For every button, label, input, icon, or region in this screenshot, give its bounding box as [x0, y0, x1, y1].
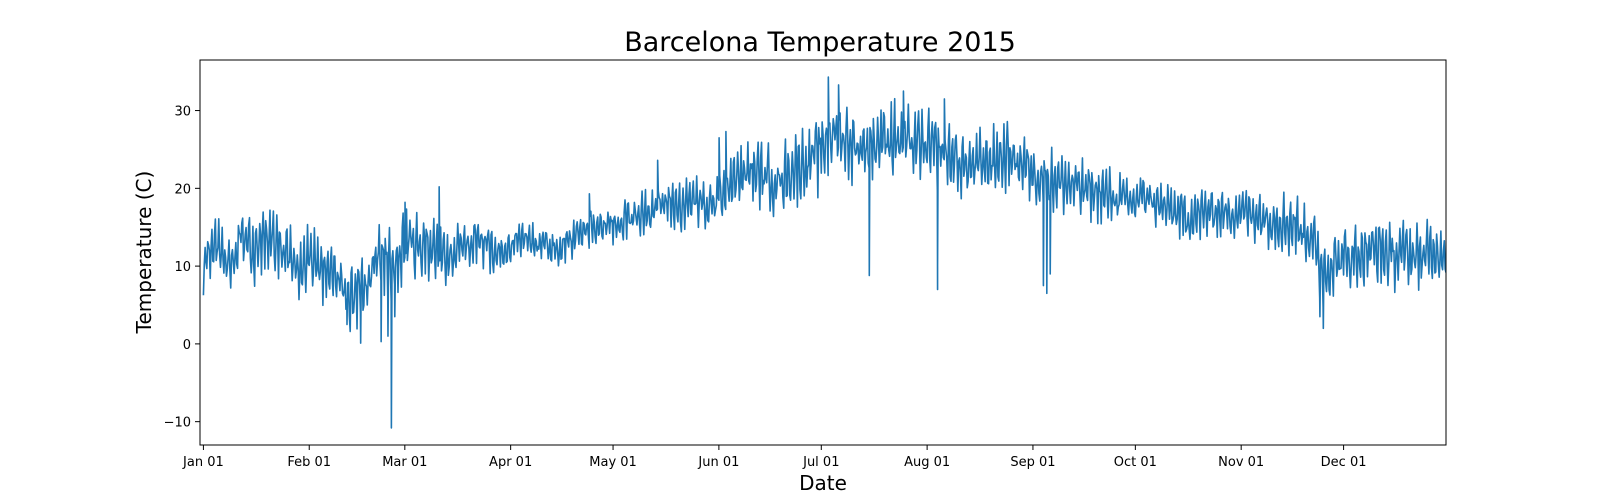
plot-frame: [199, 59, 1447, 446]
x-tick-label: Aug 01: [904, 455, 950, 470]
x-tick-label: Oct 01: [1114, 455, 1157, 470]
y-axis-label: Temperature (C): [132, 171, 156, 335]
x-tick-label: Jun 01: [697, 455, 739, 470]
x-axis-label: Date: [799, 471, 847, 495]
y-tick-label: 30: [174, 105, 191, 120]
y-tick-label: 20: [174, 182, 191, 197]
x-tick-label: Jul 01: [802, 455, 839, 470]
series-layer: [202, 76, 1446, 429]
temperature-series-line: [202, 76, 1446, 429]
chart-title: Barcelona Temperature 2015: [624, 27, 1016, 58]
y-tick-label: −10: [164, 416, 191, 431]
y-axis: −10 0 10 20 30: [164, 105, 200, 431]
x-tick-label: Feb 01: [287, 455, 331, 470]
x-tick-label: Sep 01: [1010, 455, 1055, 470]
y-tick-label: 10: [174, 260, 191, 275]
x-tick-label: Jan 01: [182, 455, 224, 470]
y-tick-label: 0: [183, 338, 191, 353]
x-tick-label: Nov 01: [1218, 455, 1264, 470]
x-tick-label: Dec 01: [1321, 455, 1367, 470]
x-tick-label: Mar 01: [382, 455, 427, 470]
x-tick-label: Apr 01: [489, 455, 532, 470]
x-tick-label: May 01: [589, 455, 637, 470]
x-axis: Jan 01 Feb 01 Mar 01 Apr 01 May 01 Jun 01 Jul …: [182, 445, 1367, 470]
